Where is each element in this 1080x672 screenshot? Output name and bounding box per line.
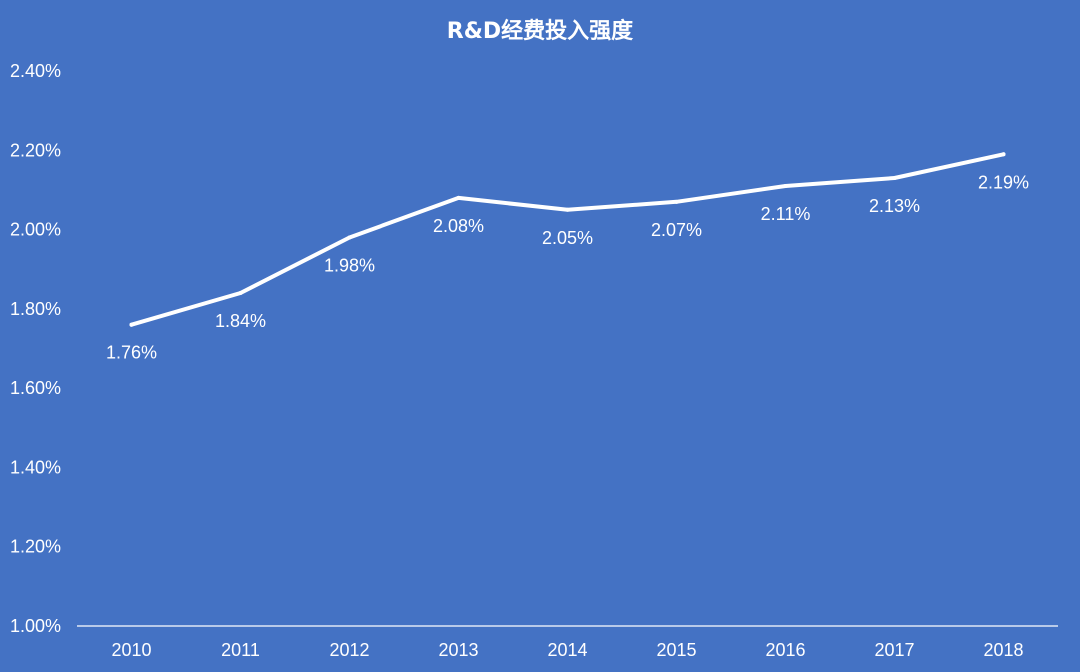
data-point <box>456 195 461 200</box>
data-point <box>674 199 679 204</box>
x-tick-label: 2017 <box>874 640 914 660</box>
y-tick-label: 2.20% <box>10 140 61 160</box>
data-point <box>238 291 243 295</box>
y-tick-label: 1.40% <box>10 457 61 477</box>
x-tick-label: 2013 <box>438 640 478 660</box>
data-label: 1.76% <box>106 343 157 363</box>
y-tick-label: 2.40% <box>10 61 61 81</box>
x-tick-label: 2015 <box>656 640 696 660</box>
data-point <box>565 207 570 212</box>
data-point <box>892 176 897 181</box>
data-point <box>129 322 134 327</box>
data-label: 2.05% <box>542 228 593 248</box>
y-tick-label: 1.00% <box>10 616 61 636</box>
chart-title: R&D经费投入强度 <box>447 18 634 44</box>
data-label: 2.11% <box>761 204 811 224</box>
series-layer <box>129 152 1006 327</box>
y-tick-label: 2.00% <box>10 220 61 240</box>
data-point <box>347 235 352 240</box>
data-label: 2.07% <box>651 220 702 240</box>
data-label: 2.13% <box>869 196 920 216</box>
data-label: 1.98% <box>324 256 375 276</box>
data-point <box>1001 152 1006 157</box>
x-axis-tick-labels: 2010 2011 2012 2013 2014 2015 2016 2017 2018 <box>111 640 1023 660</box>
x-tick-label: 2011 <box>221 640 260 660</box>
data-label: 2.08% <box>433 216 484 236</box>
data-labels: 1.76% 1.84% 1.98% 2.08% 2.05% 2.07% 2.11% 2.13%… <box>106 172 1029 362</box>
x-tick-label: 2016 <box>765 640 805 660</box>
x-tick-label: 2012 <box>329 640 369 660</box>
y-tick-label: 1.20% <box>10 537 61 557</box>
data-point <box>783 183 788 188</box>
x-tick-label: 2018 <box>983 640 1023 660</box>
y-tick-label: 1.60% <box>10 378 61 398</box>
x-tick-label: 2010 <box>111 640 151 660</box>
data-label: 2.19% <box>978 172 1029 192</box>
y-tick-label: 1.80% <box>10 299 61 319</box>
data-label: 1.84% <box>215 311 266 331</box>
x-tick-label: 2014 <box>547 640 587 660</box>
y-axis-tick-labels: 1.00% 1.20% 1.40% 1.60% 1.80% 2.00% 2.20% 2.40% <box>10 61 61 636</box>
